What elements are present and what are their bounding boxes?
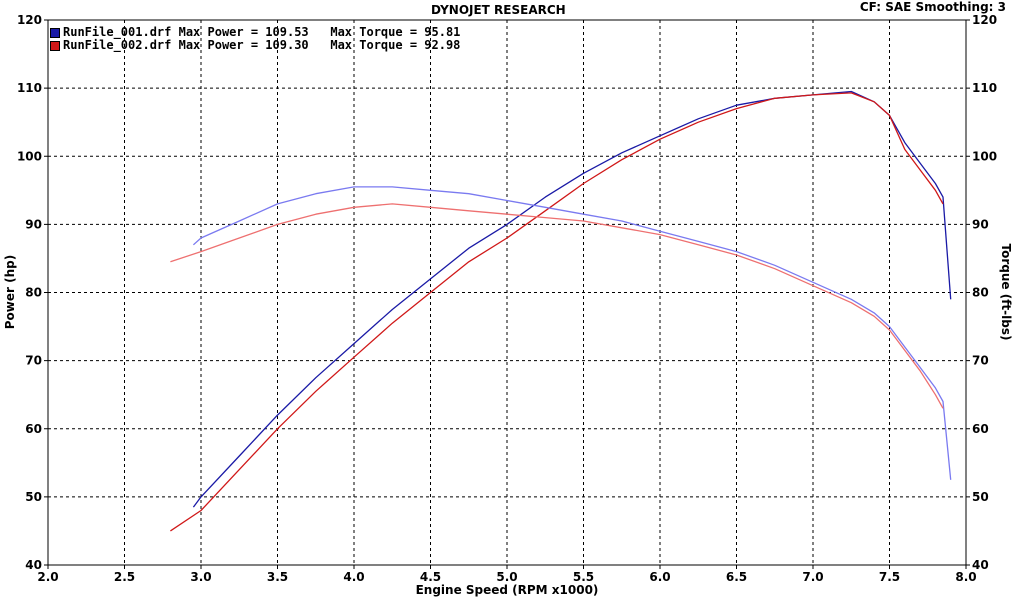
y-tick-label-left: 70 [25,354,42,368]
y-tick-label-left: 100 [17,149,42,163]
x-tick-label: 8.0 [955,570,976,584]
x-tick-label: 4.0 [343,570,364,584]
x-tick-label: 7.0 [802,570,823,584]
y-tick-label-right: 40 [972,558,989,572]
x-axis-ticks: 2.0 2.5 3.0 3.5 4.0 4.5 5.0 5.5 6.0 6.5 7.0 7.5 8.0 [37,565,977,584]
x-tick-label: 2.5 [114,570,135,584]
y-tick-label-right: 120 [972,13,997,27]
y-axis-label-right: Torque (ft-lbs) [999,244,1013,341]
grid [48,20,966,565]
x-axis-label: Engine Speed (RPM x1000) [416,583,599,597]
y-tick-label-left: 80 [25,286,42,300]
x-tick-label: 5.0 [496,570,517,584]
x-tick-label: 2.0 [37,570,58,584]
y-tick-label-left: 40 [25,558,42,572]
y-axis-ticks: 40 40 50 50 60 60 70 70 80 80 90 90 100 100 110 110 120 1… [17,13,997,572]
legend-swatch-run2 [50,40,60,51]
y-tick-label-right: 90 [972,217,989,231]
series-line-3 [192,186,952,480]
y-tick-label-left: 60 [25,422,42,436]
y-tick-label-right: 50 [972,490,989,504]
legend-entry-run2: RunFile_002.drf Max Power = 109.30 Max T… [50,39,460,52]
y-tick-label-right: 80 [972,286,989,300]
legend: RunFile_001.drf Max Power = 109.53 Max T… [50,26,460,52]
legend-file-run2: RunFile_002.drf [63,38,172,52]
x-tick-label: 3.5 [267,570,288,584]
chart-title: DYNOJET RESEARCH [431,3,566,17]
x-tick-label: 4.5 [420,570,441,584]
x-tick-label: 6.0 [649,570,670,584]
legend-torque-run2: Max Torque = 92.98 [330,38,461,52]
series-line-4 [170,203,944,409]
y-axis-label-left: Power (hp) [3,255,17,329]
y-tick-label-right: 110 [972,81,997,95]
legend-power-run1: Max Power = 109.53 [178,25,309,39]
legend-power-run2: Max Power = 109.30 [178,38,309,52]
series-line-2 [170,92,944,532]
x-tick-label: 3.0 [190,570,211,584]
legend-swatch-run1 [50,27,60,38]
legend-file-run1: RunFile_001.drf [63,25,172,39]
x-tick-label: 6.5 [726,570,747,584]
x-tick-label: 7.5 [879,570,900,584]
legend-torque-run1: Max Torque = 95.81 [330,25,461,39]
series-lines [170,90,952,532]
y-tick-label-left: 120 [17,13,42,27]
legend-entry-run1: RunFile_001.drf Max Power = 109.53 Max T… [50,26,460,39]
y-tick-label-left: 90 [25,217,42,231]
series-line-1 [192,90,952,508]
settings-label: CF: SAE Smoothing: 3 [859,0,1006,14]
y-tick-label-right: 60 [972,422,989,436]
y-tick-label-right: 70 [972,354,989,368]
x-tick-label: 5.5 [573,570,594,584]
y-tick-label-left: 50 [25,490,42,504]
y-tick-label-right: 100 [972,149,997,163]
y-tick-label-left: 110 [17,81,42,95]
